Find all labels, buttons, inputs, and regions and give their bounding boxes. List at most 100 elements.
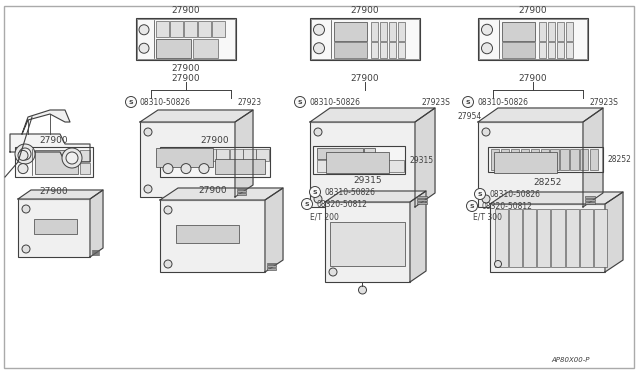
Polygon shape bbox=[415, 108, 435, 207]
Bar bbox=[311, 19, 419, 59]
Bar bbox=[237, 187, 246, 189]
Circle shape bbox=[22, 245, 30, 253]
Circle shape bbox=[66, 152, 78, 164]
Bar bbox=[524, 209, 536, 267]
Bar bbox=[212, 21, 225, 37]
Bar bbox=[550, 149, 559, 170]
Text: S: S bbox=[298, 99, 302, 105]
Circle shape bbox=[19, 148, 31, 160]
Text: 08320-50812: 08320-50812 bbox=[317, 199, 368, 208]
Bar bbox=[176, 149, 189, 161]
Bar bbox=[160, 147, 270, 177]
Bar bbox=[184, 21, 197, 37]
Bar bbox=[566, 209, 579, 267]
Polygon shape bbox=[605, 192, 623, 272]
Bar bbox=[539, 22, 546, 41]
Circle shape bbox=[18, 150, 28, 160]
Bar bbox=[136, 18, 236, 60]
Bar bbox=[313, 146, 405, 174]
Bar bbox=[170, 21, 183, 37]
Bar bbox=[398, 22, 405, 41]
Bar bbox=[18, 199, 90, 257]
Bar bbox=[509, 209, 522, 267]
Bar bbox=[502, 22, 535, 41]
Bar bbox=[334, 22, 367, 41]
Polygon shape bbox=[18, 190, 103, 199]
Bar bbox=[557, 42, 564, 58]
Text: 29315: 29315 bbox=[353, 176, 382, 185]
Bar bbox=[389, 22, 396, 41]
Text: 27900: 27900 bbox=[518, 6, 547, 15]
Polygon shape bbox=[22, 110, 70, 134]
Text: 28252: 28252 bbox=[608, 155, 632, 164]
Bar bbox=[371, 22, 378, 41]
Polygon shape bbox=[310, 108, 435, 122]
Circle shape bbox=[144, 128, 152, 136]
Circle shape bbox=[22, 205, 30, 213]
Bar bbox=[580, 209, 593, 267]
Text: 27900: 27900 bbox=[40, 135, 68, 144]
Bar bbox=[511, 149, 519, 170]
Polygon shape bbox=[265, 188, 283, 272]
Bar bbox=[585, 199, 595, 201]
Bar bbox=[189, 149, 203, 161]
Polygon shape bbox=[10, 134, 90, 162]
Circle shape bbox=[139, 43, 149, 53]
Text: AP80X00-P: AP80X00-P bbox=[552, 357, 590, 363]
Bar bbox=[371, 42, 378, 58]
Bar bbox=[80, 163, 90, 174]
Polygon shape bbox=[235, 110, 253, 197]
Bar bbox=[140, 122, 235, 197]
Bar bbox=[339, 160, 360, 172]
Text: 27900: 27900 bbox=[40, 186, 68, 196]
Bar bbox=[417, 196, 427, 198]
Circle shape bbox=[467, 201, 477, 212]
Bar bbox=[203, 149, 216, 161]
Text: 27900: 27900 bbox=[172, 6, 200, 15]
Bar bbox=[230, 149, 243, 161]
Bar bbox=[243, 149, 256, 161]
Bar bbox=[267, 265, 276, 267]
Bar bbox=[34, 219, 77, 234]
Bar bbox=[310, 122, 415, 207]
Bar bbox=[237, 190, 246, 192]
Polygon shape bbox=[478, 108, 603, 122]
Bar bbox=[334, 42, 367, 58]
Bar bbox=[590, 149, 598, 170]
Text: 29315: 29315 bbox=[410, 155, 434, 164]
Text: 27923S: 27923S bbox=[422, 97, 451, 106]
Circle shape bbox=[481, 43, 493, 54]
Bar bbox=[317, 148, 363, 160]
Bar bbox=[35, 150, 78, 174]
Bar bbox=[561, 149, 568, 170]
Bar bbox=[267, 263, 276, 264]
Bar bbox=[557, 22, 564, 41]
Circle shape bbox=[181, 164, 191, 174]
Text: 27923: 27923 bbox=[238, 97, 262, 106]
Bar bbox=[267, 268, 276, 270]
Circle shape bbox=[294, 96, 305, 108]
Circle shape bbox=[18, 164, 28, 174]
Text: 08310-50826: 08310-50826 bbox=[478, 97, 529, 106]
Bar bbox=[495, 209, 508, 267]
Bar bbox=[156, 39, 191, 58]
Bar bbox=[398, 42, 405, 58]
Circle shape bbox=[62, 148, 82, 168]
Bar bbox=[389, 42, 396, 58]
Text: 27900: 27900 bbox=[172, 74, 200, 83]
Circle shape bbox=[125, 96, 136, 108]
Polygon shape bbox=[410, 191, 426, 282]
Bar bbox=[160, 200, 265, 272]
Circle shape bbox=[15, 144, 35, 164]
Bar bbox=[330, 222, 405, 266]
Text: S: S bbox=[470, 203, 474, 208]
Circle shape bbox=[314, 195, 322, 203]
Text: 27900: 27900 bbox=[518, 74, 547, 83]
Bar bbox=[137, 19, 235, 59]
Text: S: S bbox=[305, 202, 309, 206]
Bar bbox=[417, 199, 427, 201]
Bar bbox=[566, 22, 573, 41]
Polygon shape bbox=[583, 108, 603, 207]
Bar bbox=[15, 147, 93, 177]
Circle shape bbox=[314, 128, 322, 136]
